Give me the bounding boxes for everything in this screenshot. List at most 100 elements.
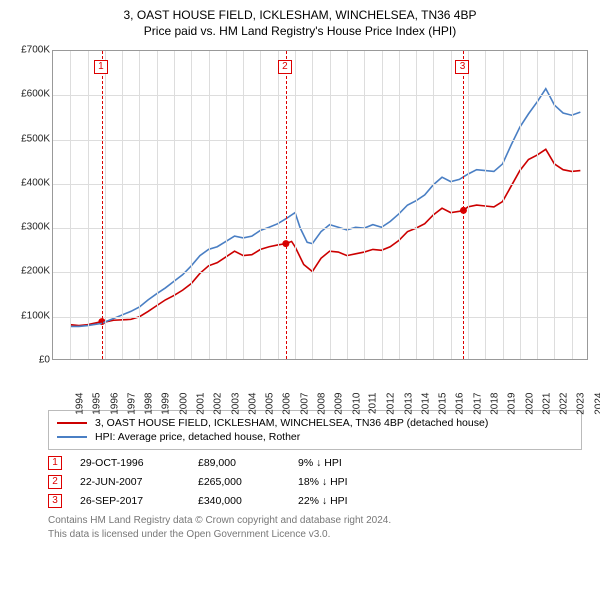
y-axis-label: £700K — [8, 45, 50, 56]
gridline-h — [53, 184, 587, 185]
x-axis-label: 2001 — [195, 393, 206, 415]
gridline-v — [485, 51, 486, 359]
sale-marker-box: 2 — [278, 60, 292, 74]
gridline-v — [295, 51, 296, 359]
sales-date: 22-JUN-2007 — [80, 476, 198, 488]
x-axis-label: 2008 — [316, 393, 327, 415]
x-axis-label: 1997 — [126, 393, 137, 415]
y-axis-label: £100K — [8, 310, 50, 321]
x-axis-label: 2002 — [213, 393, 224, 415]
sale-vline — [102, 51, 103, 359]
sales-diff: 9% ↓ HPI — [298, 457, 342, 469]
sales-num-box: 2 — [48, 475, 62, 489]
footer-line2: This data is licensed under the Open Gov… — [48, 528, 582, 542]
x-axis-label: 1999 — [161, 393, 172, 415]
legend-swatch — [57, 436, 87, 438]
gridline-v — [157, 51, 158, 359]
x-axis-label: 2024 — [593, 393, 600, 415]
x-axis-label: 2003 — [230, 393, 241, 415]
gridline-v — [520, 51, 521, 359]
gridline-v — [503, 51, 504, 359]
series-hpi — [70, 89, 580, 327]
sales-num-box: 3 — [48, 494, 62, 508]
y-axis-label: £0 — [8, 355, 50, 366]
x-axis-label: 2014 — [420, 393, 431, 415]
gridline-v — [451, 51, 452, 359]
sales-row: 326-SEP-2017£340,00022% ↓ HPI — [48, 494, 582, 508]
gridline-h — [53, 272, 587, 273]
chart-subtitle: Price paid vs. HM Land Registry's House … — [8, 24, 592, 38]
x-axis-label: 2017 — [472, 393, 483, 415]
gridline-v — [330, 51, 331, 359]
x-axis-label: 2000 — [178, 393, 189, 415]
gridline-v — [278, 51, 279, 359]
x-axis-label: 2022 — [558, 393, 569, 415]
legend-row: 3, OAST HOUSE FIELD, ICKLESHAM, WINCHELS… — [57, 417, 573, 429]
gridline-v — [88, 51, 89, 359]
sales-row: 129-OCT-1996£89,0009% ↓ HPI — [48, 456, 582, 470]
x-axis-label: 2015 — [437, 393, 448, 415]
gridline-h — [53, 140, 587, 141]
sales-table: 129-OCT-1996£89,0009% ↓ HPI 2 22-JUN-2007£… — [48, 456, 582, 508]
legend-row: HPI: Average price, detached house, Roth… — [57, 431, 573, 443]
gridline-v — [70, 51, 71, 359]
x-axis-label: 2007 — [299, 393, 310, 415]
legend-label: HPI: Average price, detached house, Roth… — [95, 431, 300, 443]
sale-vline — [286, 51, 287, 359]
legend-label: 3, OAST HOUSE FIELD, ICKLESHAM, WINCHELS… — [95, 417, 488, 429]
chart-title: 3, OAST HOUSE FIELD, ICKLESHAM, WINCHELS… — [8, 8, 592, 22]
x-axis-label: 2005 — [264, 393, 275, 415]
x-axis-label: 2012 — [385, 393, 396, 415]
gridline-v — [105, 51, 106, 359]
legend-box: 3, OAST HOUSE FIELD, ICKLESHAM, WINCHELS… — [48, 410, 582, 450]
x-axis-label: 2019 — [507, 393, 518, 415]
sale-marker-box: 3 — [455, 60, 469, 74]
gridline-v — [209, 51, 210, 359]
gridline-v — [382, 51, 383, 359]
y-axis-label: £200K — [8, 266, 50, 277]
x-axis-label: 1994 — [74, 393, 85, 415]
gridline-v — [347, 51, 348, 359]
sales-num-box: 1 — [48, 456, 62, 470]
sales-row: 2 22-JUN-2007£265,00018% ↓ HPI — [48, 475, 582, 489]
gridline-v — [433, 51, 434, 359]
gridline-v — [260, 51, 261, 359]
x-axis-label: 2020 — [524, 393, 535, 415]
sales-date: 26-SEP-2017 — [80, 495, 198, 507]
sale-marker-box: 1 — [94, 60, 108, 74]
x-axis-label: 2018 — [489, 393, 500, 415]
x-axis-label: 2009 — [334, 393, 345, 415]
gridline-v — [191, 51, 192, 359]
gridline-h — [53, 317, 587, 318]
y-axis-label: £500K — [8, 133, 50, 144]
sales-diff: 22% ↓ HPI — [298, 495, 348, 507]
gridline-h — [53, 95, 587, 96]
x-axis-label: 2011 — [367, 393, 378, 415]
y-axis-label: £600K — [8, 89, 50, 100]
chart-area: £0£100K£200K£300K£400K£500K£600K£700K199… — [8, 44, 592, 404]
gridline-v — [243, 51, 244, 359]
x-axis-label: 2021 — [541, 393, 552, 415]
gridline-h — [53, 228, 587, 229]
sales-diff: 18% ↓ HPI — [298, 476, 348, 488]
sales-price: £89,000 — [198, 457, 298, 469]
plot-region — [52, 50, 588, 360]
gridline-v — [572, 51, 573, 359]
gridline-v — [399, 51, 400, 359]
x-axis-label: 1995 — [92, 393, 103, 415]
legend-swatch — [57, 422, 87, 424]
gridline-v — [364, 51, 365, 359]
x-axis-label: 1996 — [109, 393, 120, 415]
footer-line1: Contains HM Land Registry data © Crown c… — [48, 514, 582, 528]
x-axis-label: 2004 — [247, 393, 258, 415]
chart-lines — [53, 51, 587, 359]
footer-attribution: Contains HM Land Registry data © Crown c… — [48, 514, 582, 541]
y-axis-label: £400K — [8, 177, 50, 188]
series-price_paid — [70, 149, 580, 325]
x-axis-label: 2010 — [351, 393, 362, 415]
gridline-v — [468, 51, 469, 359]
gridline-v — [416, 51, 417, 359]
x-axis-label: 2006 — [282, 393, 293, 415]
y-axis-label: £300K — [8, 222, 50, 233]
sales-price: £265,000 — [198, 476, 298, 488]
